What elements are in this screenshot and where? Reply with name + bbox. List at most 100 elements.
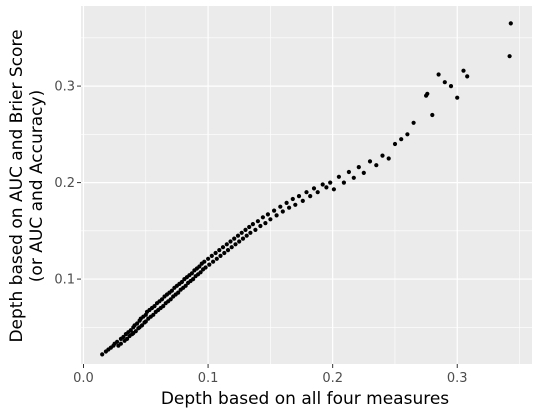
y-axis-title-line1: Depth based on AUC and Brier Score [7,29,27,342]
data-point [143,319,148,324]
data-point [135,321,140,326]
data-point [293,202,298,207]
data-point [189,271,194,276]
data-point [255,219,260,224]
data-point [425,91,430,96]
data-point [176,290,181,295]
data-point [280,209,285,214]
major-gridlines [81,6,532,364]
data-point [125,336,130,341]
data-point [392,141,398,147]
data-point [151,312,156,317]
data-point [341,180,346,185]
data-point [465,74,470,79]
data-point [228,239,233,244]
data-point [258,223,263,229]
data-point [274,213,279,218]
y-axis-title: Depth based on AUC and Brier Score (or A… [7,29,47,342]
y-axis-title-line2: (or AUC and Accuracy) [27,90,47,282]
x-tick-label: 0.1 [198,371,219,386]
data-point [183,283,188,288]
data-point [169,288,174,293]
data-point [217,248,222,253]
data-point [240,236,246,241]
data-point [202,259,207,264]
data-point [300,198,305,203]
data-point [239,230,244,235]
data-point [197,264,202,269]
data-point [191,277,196,282]
data-point [232,236,237,241]
data-point [115,339,120,344]
data-point [237,239,242,244]
data-point [260,215,265,220]
data-point [442,80,447,85]
x-axis-title: Depth based on all four measures [161,389,449,409]
data-point [278,204,283,209]
data-point [229,245,234,250]
y-tick-label: 0.2 [54,176,75,191]
data-point [284,200,289,205]
data-point [331,187,336,192]
data-point [248,230,253,235]
data-point [268,217,273,222]
data-point [243,227,248,232]
data-point [139,323,145,328]
data-point [430,112,435,118]
y-tick-label: 0.3 [54,80,75,95]
data-point [133,329,138,334]
data-point [207,262,212,267]
data-point [461,68,466,73]
data-point [411,120,416,125]
data-point [304,190,309,195]
data-point [247,224,252,230]
data-point [296,194,302,199]
x-tick-label: 0.3 [447,371,468,386]
data-point [455,95,460,100]
data-point [179,279,184,285]
data-point [311,186,317,191]
data-point [336,174,341,179]
data-point [168,297,173,302]
data-point [386,156,391,161]
data-point [214,256,219,261]
data-point [250,222,255,227]
data-point [235,233,241,238]
data-point [405,132,410,137]
data-point [218,253,223,258]
data-point [374,163,379,168]
data-point [351,175,356,180]
data-point [224,242,229,247]
data-point [121,334,126,340]
y-axis-ticks: 0.1 0.2 0.3 [54,80,81,288]
data-point [320,182,325,187]
data-point [328,180,333,185]
data-point [152,304,157,309]
data-point [448,84,454,89]
data-point [399,137,404,142]
data-point [244,233,249,238]
data-point [272,208,277,213]
data-point [209,253,214,258]
x-tick-label: 0.2 [322,371,343,386]
data-point [118,341,123,346]
data-point [161,304,166,309]
data-point [356,165,361,170]
data-point [263,221,268,226]
data-point [346,169,351,175]
data-point [380,153,385,158]
data-point [198,270,203,275]
data-point [324,185,329,190]
data-points [100,21,513,357]
data-point [222,250,227,256]
data-point [367,159,373,164]
data-point [213,250,218,256]
data-point [206,256,211,261]
data-point [290,196,295,202]
data-point [308,194,313,199]
data-point [507,54,512,59]
data-point [203,265,208,270]
data-point [211,259,216,264]
y-tick-label: 0.1 [54,273,75,288]
